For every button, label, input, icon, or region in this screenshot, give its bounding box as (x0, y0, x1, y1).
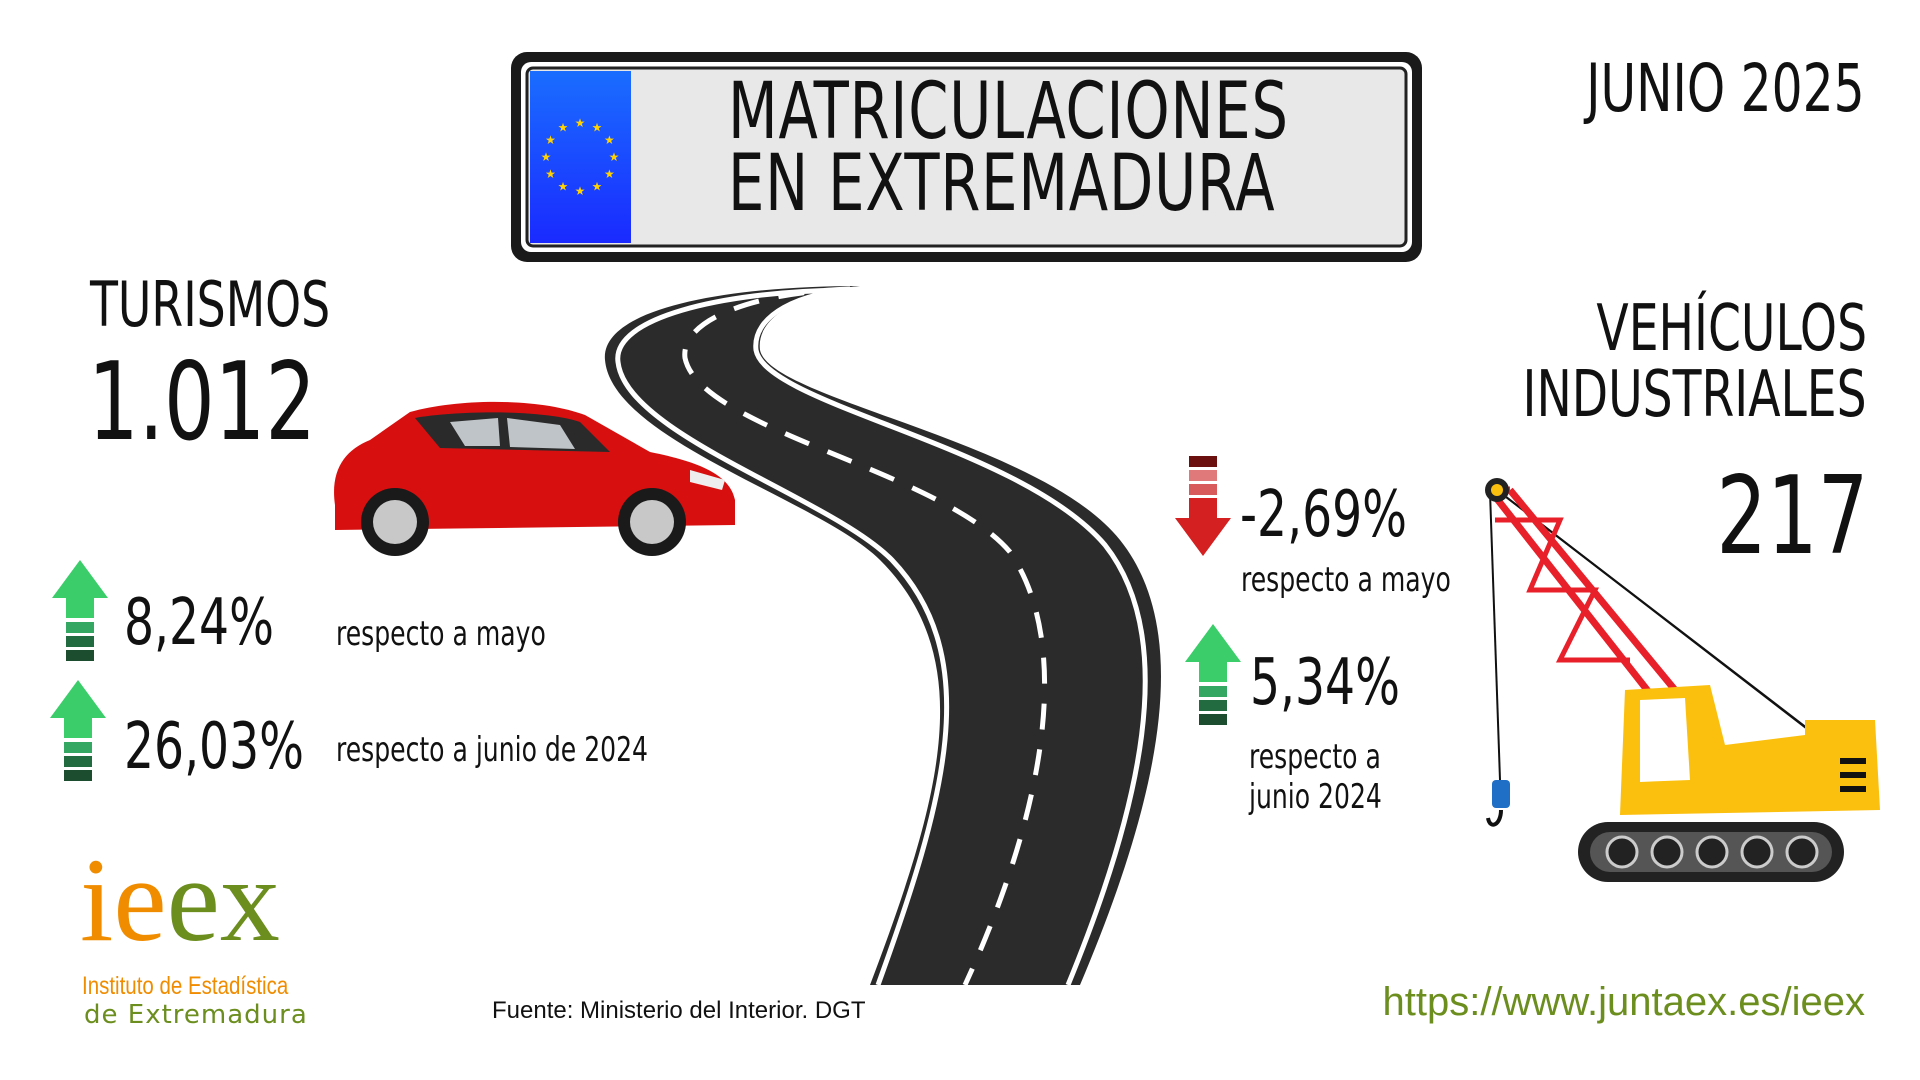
svg-text:★: ★ (558, 179, 569, 193)
industriales-change-month: -2,69% (1240, 478, 1407, 552)
track-wheel (1740, 835, 1774, 869)
industriales-change-year-label-2: junio 2024 (1249, 777, 1382, 817)
industriales-value: 217 (1715, 454, 1868, 579)
industriales-change-month-label: respecto a mayo (1241, 560, 1451, 600)
arrow-up-icon (50, 680, 106, 781)
turismos-change-year: 26,03% (124, 710, 304, 784)
svg-text:★: ★ (609, 150, 620, 164)
industriales-label-2: INDUSTRIALES (1522, 358, 1867, 432)
car-illustration (334, 401, 735, 556)
logo-line-2: de Extremadura (84, 1000, 308, 1030)
ieex-logo: ieex (80, 833, 280, 966)
track-wheel (1785, 835, 1819, 869)
arrow-up-icon (1185, 624, 1241, 725)
title-line-2: EN EXTREMADURA (728, 139, 1276, 229)
eu-flag (530, 71, 631, 243)
logo-line-1: Instituto de Estadística (82, 972, 289, 1000)
svg-text:★: ★ (541, 150, 552, 164)
arrow-up-icon (52, 560, 108, 661)
turismos-change-month: 8,24% (124, 586, 274, 660)
road (604, 286, 1161, 987)
license-plate: ★ ★★★★★★★★★★★ (511, 52, 1422, 262)
turismos-change-month-label: respecto a mayo (336, 614, 546, 654)
arrow-down-icon (1175, 456, 1231, 556)
svg-text:★: ★ (592, 179, 603, 193)
turismos-label: TURISMOS (90, 268, 331, 341)
source-note: Fuente: Ministerio del Interior. DGT (492, 997, 866, 1024)
industriales-change-year-label-1: respecto a (1249, 737, 1381, 777)
eu-stars-icon: ★ ★★★★★★★★★★★ (541, 116, 620, 198)
svg-text:★: ★ (558, 121, 569, 135)
title-line-1: MATRICULACIONES (728, 67, 1289, 157)
turismos-change-year-label: respecto a junio de 2024 (336, 730, 649, 770)
turismos-value: 1.012 (88, 340, 317, 465)
industriales-label-1: VEHÍCULOS (1596, 292, 1867, 366)
svg-text:★: ★ (592, 121, 603, 135)
crane-illustration (1485, 478, 1880, 882)
track-wheel (1695, 835, 1729, 869)
svg-text:★: ★ (575, 116, 586, 130)
svg-text:★: ★ (545, 167, 556, 181)
track-wheel (1605, 835, 1639, 869)
track-wheel (1650, 835, 1684, 869)
svg-text:★: ★ (545, 133, 556, 147)
report-date: JUNIO 2025 (1586, 50, 1865, 127)
svg-text:★: ★ (575, 184, 586, 198)
website-link[interactable]: https://www.juntaex.es/ieex (1382, 980, 1865, 1024)
industriales-change-year: 5,34% (1250, 646, 1400, 720)
svg-text:★: ★ (604, 133, 615, 147)
page-title: MATRICULACIONES EN EXTREMADURA (728, 67, 1412, 229)
svg-text:★: ★ (604, 167, 615, 181)
